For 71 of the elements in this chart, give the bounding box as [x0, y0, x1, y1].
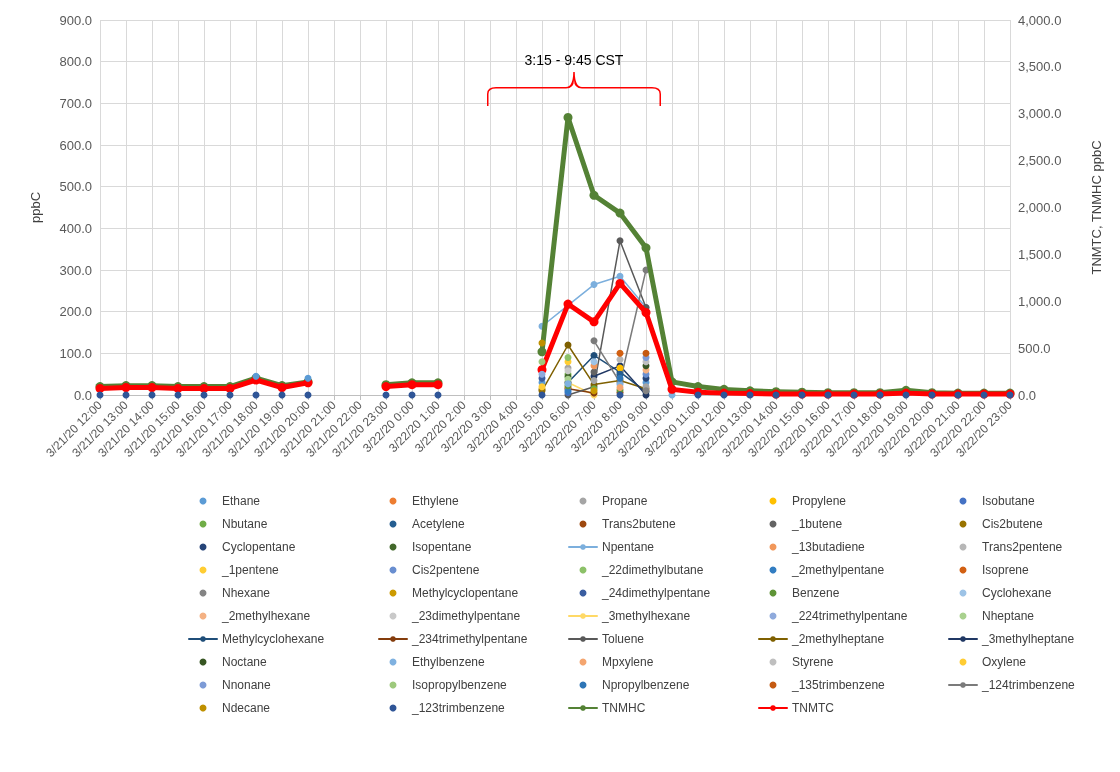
legend-label: _23dimethylpentane — [411, 609, 521, 623]
y2-tick-label: 1,000.0 — [1018, 293, 1062, 309]
y-axis-title: ppbC — [28, 191, 43, 224]
legend-label: Mpxylene — [602, 655, 654, 669]
y-tick-label: 300.0 — [59, 262, 92, 278]
legend-label: Ethylbenzene — [412, 655, 486, 669]
legend-label: Methylcyclohexane — [222, 632, 325, 646]
legend-label: Cyclohexane — [982, 586, 1052, 600]
annotation: 3:15 - 9:45 CST — [523, 52, 625, 68]
legend-label: _135trimbenzene — [791, 678, 886, 692]
legend-label: Acetylene — [412, 517, 466, 531]
legend-label: _24dimethylpentane — [601, 586, 711, 600]
y-tick-label: 400.0 — [59, 220, 92, 236]
legend-label: Propane — [602, 494, 648, 508]
legend-label: _22dimethylbutane — [601, 563, 704, 577]
legend-label: Ethane — [222, 494, 261, 508]
legend-label: Npentane — [602, 540, 655, 554]
legend-label: Trans2pentene — [982, 540, 1063, 554]
y-tick-label: 900.0 — [59, 12, 92, 28]
legend-label: _224trimethylpentane — [791, 609, 908, 623]
legend-label: Methylcyclopentane — [412, 586, 519, 600]
y2-tick-label: 3,500.0 — [1018, 59, 1062, 75]
y2-tick-label: 2,000.0 — [1018, 200, 1062, 215]
legend-label: Oxylene — [982, 655, 1027, 669]
y2-tick-label: 0.0 — [1018, 387, 1037, 403]
legend-label: Nnonane — [222, 678, 272, 692]
y-tick-label: 500.0 — [59, 179, 92, 195]
legend-label: TNMHC — [602, 701, 646, 715]
y2-tick-label: 500.0 — [1018, 340, 1051, 356]
y-tick-label: 600.0 — [59, 137, 92, 153]
legend-label: Isoprene — [982, 563, 1030, 577]
legend-label: Toluene — [602, 632, 645, 646]
y-tick-label: 800.0 — [59, 54, 92, 70]
y-tick-label: 200.0 — [59, 304, 92, 320]
legend-label: _123trimbenzene — [411, 701, 506, 715]
legend-label: _1butene — [791, 517, 843, 531]
y2-tick-label: 4,000.0 — [1018, 12, 1062, 28]
legend-label: Npropylbenzene — [602, 678, 690, 692]
legend-label: _1pentene — [221, 563, 280, 577]
legend-label: Cis2pentene — [412, 563, 480, 577]
legend-label: _3methylheptane — [981, 632, 1075, 646]
legend-label: _234trimethylpentane — [411, 632, 528, 646]
y2-tick-label: 2,500.0 — [1018, 153, 1062, 169]
legend-label: Ndecane — [222, 701, 271, 715]
legend-label: Cis2butene — [982, 517, 1044, 531]
legend-label: _3methylhexane — [601, 609, 691, 623]
legend-label: _13butadiene — [791, 540, 866, 554]
y-tick-label: 100.0 — [59, 345, 92, 361]
legend-label: _124trimbenzene — [981, 678, 1076, 692]
legend-label: Benzene — [792, 586, 840, 600]
legend-label: _2methylpentane — [791, 563, 885, 577]
legend-label: Nbutane — [222, 517, 268, 531]
legend-label: Nhexane — [222, 586, 271, 600]
legend-label: Styrene — [792, 655, 834, 669]
legend-label: Isopentane — [412, 540, 472, 554]
y2-axis-title: TNMTC, TNMHC ppbC — [1089, 140, 1104, 275]
legend-label: Isopropylbenzene — [412, 678, 508, 692]
legend-label: Noctane — [222, 655, 268, 669]
legend-label: Nheptane — [982, 609, 1035, 623]
y2-tick-label: 3,000.0 — [1018, 106, 1062, 122]
legend-label: Isobutane — [982, 494, 1036, 508]
legend-label: Ethylene — [412, 494, 460, 508]
legend-label: _2methylheptane — [791, 632, 885, 646]
legend-label: Propylene — [792, 494, 847, 508]
legend-label: _2methylhexane — [221, 609, 311, 623]
legend-label: TNMTC — [792, 701, 835, 715]
legend-label: Cyclopentane — [222, 540, 296, 554]
y-tick-label: 0.0 — [73, 387, 92, 403]
legend-label: Trans2butene — [602, 517, 676, 531]
y-tick-label: 700.0 — [59, 95, 92, 111]
y2-tick-label: 1,500.0 — [1018, 246, 1062, 262]
